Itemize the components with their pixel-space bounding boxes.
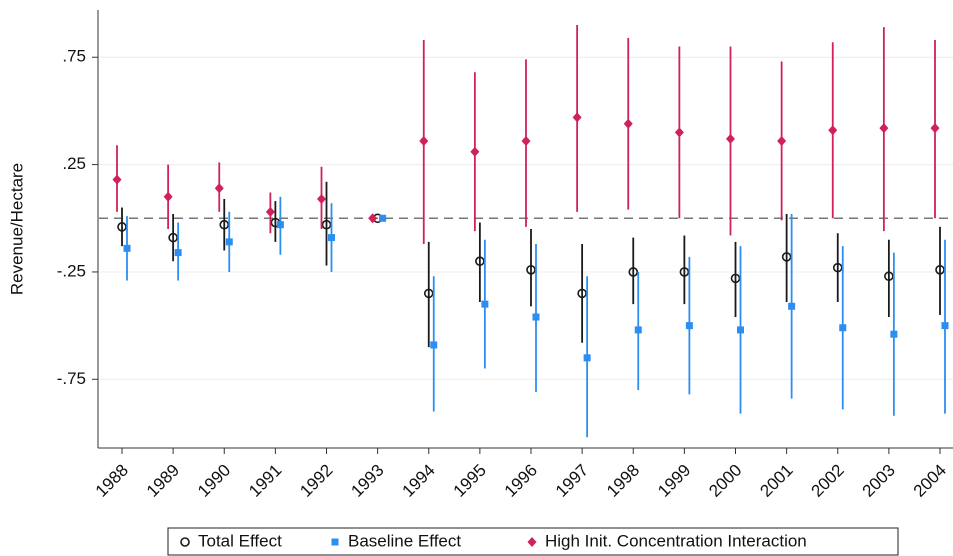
point — [930, 123, 940, 134]
x-tick-label: 1992 — [296, 461, 336, 501]
point — [674, 127, 684, 138]
point — [117, 222, 127, 232]
point — [112, 174, 122, 185]
x-tick-label: 1993 — [347, 461, 387, 501]
point — [577, 288, 587, 299]
point — [163, 191, 173, 202]
point — [526, 264, 536, 275]
point — [941, 322, 949, 330]
legend-label: Total Effect — [198, 531, 282, 550]
x-tick-label: 2000 — [705, 461, 745, 501]
legend-marker — [527, 537, 537, 547]
x-tick-label: 1995 — [450, 461, 490, 501]
point — [265, 206, 275, 217]
point — [317, 193, 326, 204]
point — [726, 133, 735, 144]
x-tick-label: 1991 — [245, 461, 285, 501]
y-tick-label: -.75 — [57, 369, 86, 388]
point — [685, 322, 693, 330]
point — [532, 313, 540, 321]
y-axis-label: Revenue/Hectare — [7, 163, 26, 295]
point — [419, 135, 429, 146]
x-tick-label: 1990 — [194, 461, 234, 501]
x-tick-label: 1997 — [552, 461, 592, 501]
point — [935, 264, 945, 275]
point — [276, 221, 284, 229]
point — [884, 271, 894, 282]
point — [328, 234, 335, 242]
point — [481, 300, 489, 308]
point — [788, 302, 796, 310]
point — [168, 232, 178, 243]
point — [679, 267, 690, 277]
legend-label: High Init. Concentration Interaction — [545, 531, 807, 550]
legend-marker — [180, 537, 190, 547]
point — [583, 354, 591, 362]
point — [321, 219, 332, 230]
point — [634, 326, 642, 334]
point — [475, 256, 485, 267]
point — [368, 213, 378, 224]
point — [521, 135, 531, 146]
y-tick-label: -.25 — [57, 261, 86, 280]
legend-marker — [331, 538, 339, 546]
point — [628, 267, 639, 277]
legend-label: Baseline Effect — [348, 531, 461, 550]
x-tick-label: 2003 — [859, 461, 899, 501]
x-tick-label: 2001 — [756, 461, 796, 501]
point — [730, 273, 741, 284]
point — [423, 288, 434, 299]
y-tick-label: .25 — [62, 154, 86, 173]
x-tick-label: 2002 — [808, 461, 848, 501]
point — [572, 112, 582, 123]
x-tick-label: 2004 — [910, 461, 950, 501]
legend-box — [167, 527, 899, 556]
point — [839, 324, 847, 332]
point — [379, 214, 387, 222]
point — [219, 219, 230, 230]
point — [890, 330, 898, 338]
point — [470, 146, 480, 157]
x-tick-label: 1998 — [603, 461, 643, 501]
point — [225, 238, 233, 246]
x-tick-label: 1999 — [654, 461, 694, 501]
x-tick-label: 1996 — [501, 461, 541, 501]
x-tick-label: 1988 — [92, 461, 132, 501]
y-tick-label: .75 — [62, 47, 86, 66]
point — [832, 262, 843, 273]
x-tick-label: 1989 — [143, 461, 183, 501]
point — [174, 249, 182, 257]
point — [777, 135, 787, 146]
x-tick-label: 1994 — [399, 461, 439, 501]
point — [430, 341, 438, 349]
point — [828, 125, 838, 136]
point — [623, 118, 633, 129]
point — [737, 326, 744, 334]
point — [214, 183, 224, 194]
point — [123, 244, 131, 252]
point — [879, 123, 889, 134]
point — [781, 252, 792, 262]
